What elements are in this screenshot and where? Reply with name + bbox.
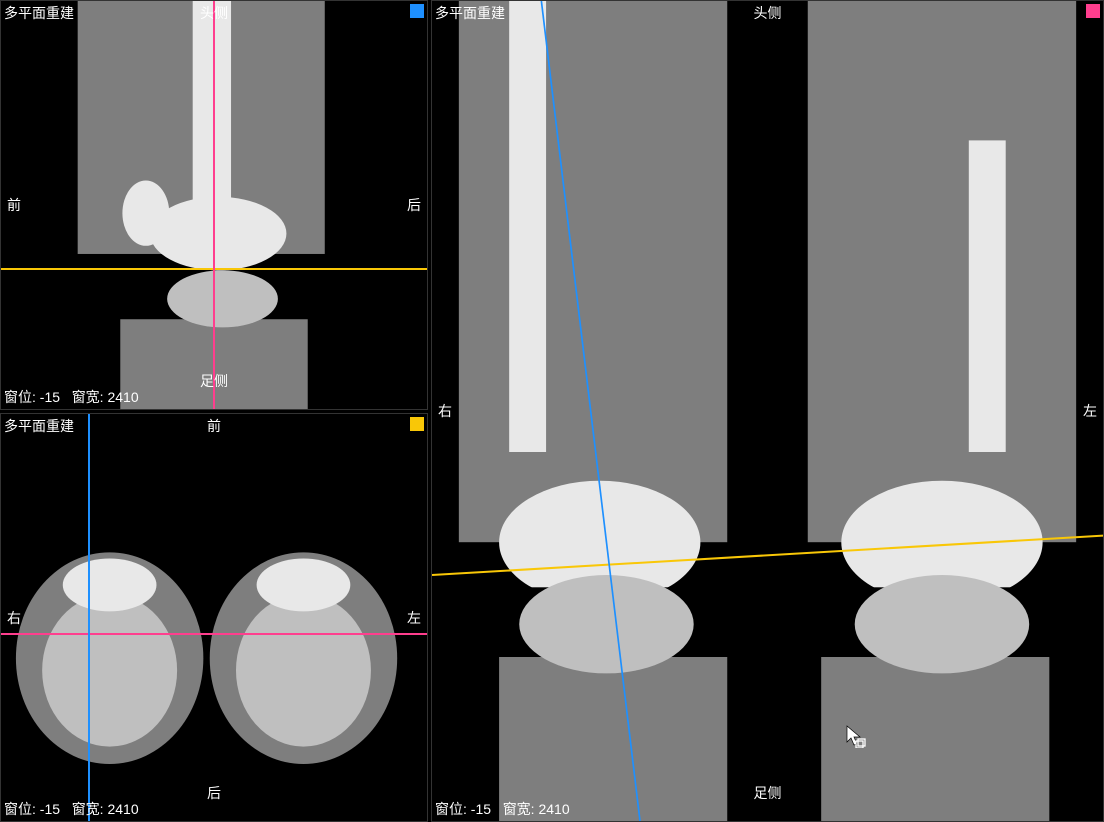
viewport-coronal[interactable]: 多平面重建 头侧 右 左 足侧 窗位: -15 窗宽: 2410	[431, 0, 1104, 822]
viewport-color-marker-axial	[410, 417, 424, 431]
wl-label: 窗位:	[4, 801, 36, 817]
ww-value: 2410	[107, 801, 138, 817]
ww-label: 窗宽:	[72, 389, 104, 405]
ww-label: 窗宽:	[72, 801, 104, 817]
mouse-cursor-icon	[843, 724, 867, 748]
ww-value: 2410	[107, 389, 138, 405]
wl-label: 窗位:	[4, 389, 36, 405]
orientation-top: 前	[207, 416, 221, 436]
orientation-left: 前	[7, 195, 21, 215]
wl-value: -15	[471, 801, 491, 817]
window-level-width: 窗位: -15 窗宽: 2410	[4, 387, 139, 407]
viewport-title: 多平面重建	[435, 3, 505, 23]
orientation-top: 头侧	[754, 3, 782, 23]
window-level-width: 窗位: -15 窗宽: 2410	[435, 799, 570, 819]
orientation-right: 左	[407, 608, 421, 628]
orientation-left: 右	[438, 401, 452, 421]
crosshair-horizontal-axial[interactable]	[1, 633, 427, 635]
viewport-axial[interactable]: 多平面重建 前 右 左 后 窗位: -15 窗宽: 2410	[0, 413, 428, 822]
viewport-sagittal[interactable]: 多平面重建 头侧 前 后 足侧 窗位: -15 窗宽: 2410	[0, 0, 428, 410]
orientation-top: 头侧	[200, 3, 228, 23]
window-level-width: 窗位: -15 窗宽: 2410	[4, 799, 139, 819]
orientation-bottom: 后	[207, 783, 221, 803]
orientation-right: 左	[1083, 401, 1097, 421]
orientation-left: 右	[7, 608, 21, 628]
crosshair-vertical-sagittal[interactable]	[213, 1, 215, 409]
wl-value: -15	[40, 801, 60, 817]
viewport-title: 多平面重建	[4, 3, 74, 23]
scan-coronal-canvas	[432, 1, 1103, 821]
orientation-right: 后	[407, 195, 421, 215]
scan-axial-canvas	[1, 414, 427, 821]
wl-value: -15	[40, 389, 60, 405]
viewport-title: 多平面重建	[4, 416, 74, 436]
wl-label: 窗位:	[435, 801, 467, 817]
ww-label: 窗宽:	[503, 801, 535, 817]
viewport-color-marker-coronal	[1086, 4, 1100, 18]
crosshair-vertical-axial[interactable]	[88, 414, 90, 821]
orientation-bottom: 足侧	[200, 371, 228, 391]
viewport-color-marker-sagittal	[410, 4, 424, 18]
orientation-bottom: 足侧	[754, 783, 782, 803]
ww-value: 2410	[538, 801, 569, 817]
